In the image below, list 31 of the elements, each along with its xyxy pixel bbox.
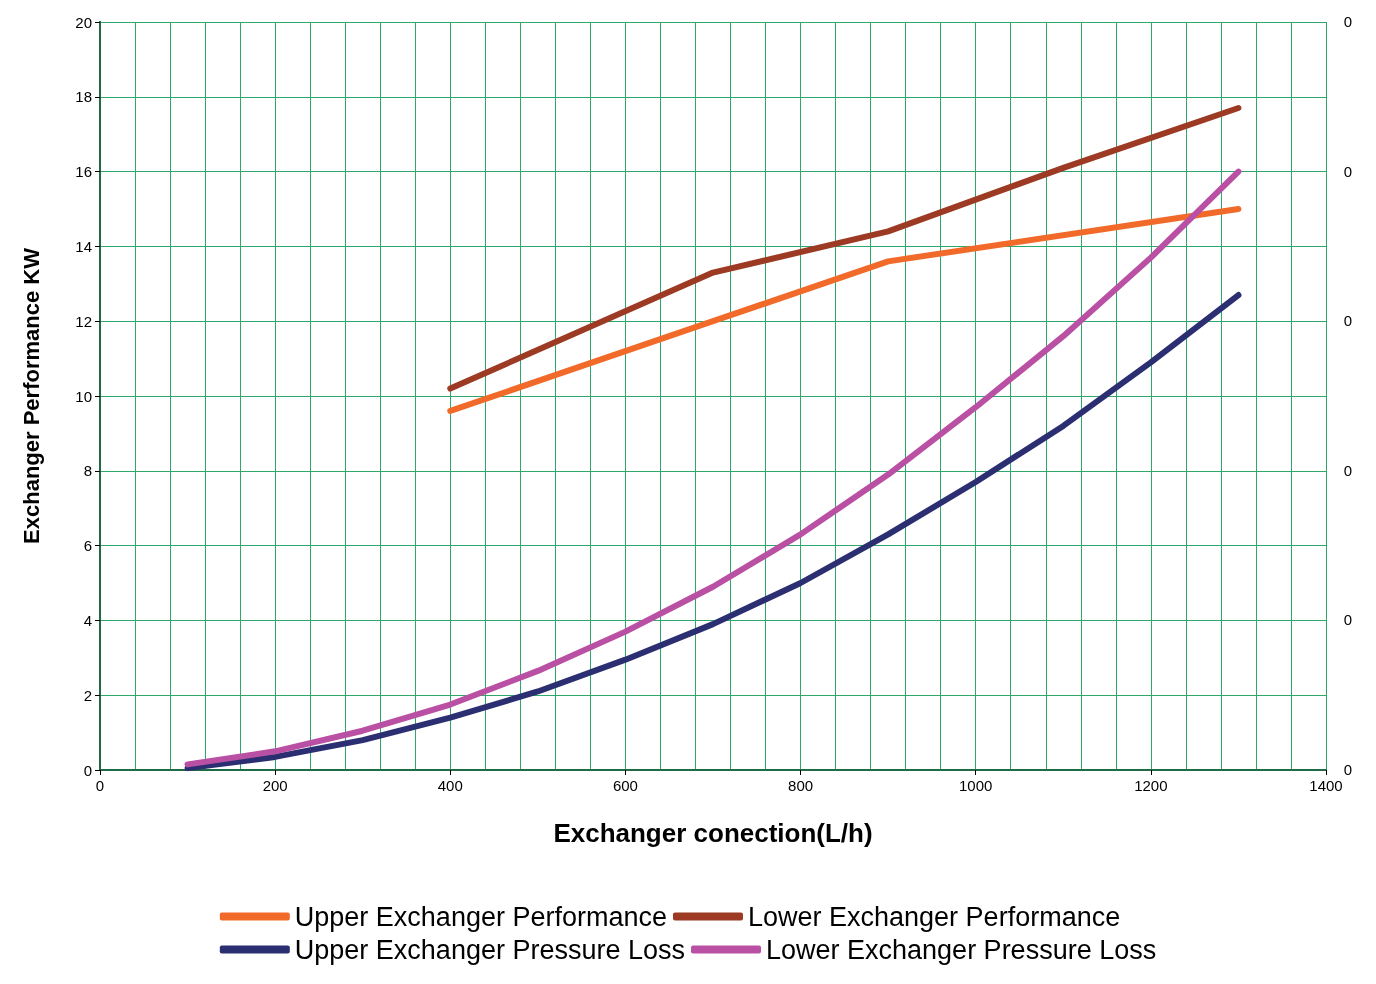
y-axis-title: Exchanger Performance KW	[18, 247, 44, 544]
legend-label: Upper Exchanger Performance	[294, 901, 667, 932]
y-tick-label: 20	[75, 13, 92, 31]
x-tick-label: 400	[437, 777, 463, 794]
text: 0	[1343, 13, 1352, 30]
x-tick-label: 200	[262, 777, 288, 794]
x-tick-label: 1200	[1134, 777, 1168, 794]
text: 0	[1343, 611, 1352, 629]
text: 0	[1343, 162, 1352, 180]
y-tick-label: 4	[83, 611, 92, 629]
y-tick-label: 18	[75, 88, 92, 106]
x-tick-label: 0	[95, 777, 105, 794]
legend-label: Lower Exchanger Performance	[747, 901, 1121, 932]
text: 0	[1343, 761, 1352, 778]
x-tick-label: 800	[788, 777, 814, 794]
y-tick-label: 16	[75, 163, 92, 181]
legend-label: Lower Exchanger Pressure Loss	[766, 934, 1157, 965]
x-tick-label: 1000	[959, 777, 993, 794]
legend-label: Upper Exchanger Pressure Loss	[294, 934, 686, 965]
y-tick-label: 8	[83, 462, 92, 480]
y-tick-label: 14	[75, 237, 92, 255]
y-tick-label: 10	[75, 387, 92, 405]
x-axis-title: Exchanger conection(L/h)	[553, 818, 873, 848]
text: 0	[1343, 312, 1352, 330]
text: 0	[1343, 461, 1352, 479]
y-tick-label: 2	[83, 686, 92, 704]
y-tick-label: 0	[83, 761, 92, 779]
y-tick-label: 6	[83, 537, 92, 555]
x-tick-label: 600	[612, 777, 638, 794]
y-tick-label: 12	[75, 312, 92, 330]
x-tick-label: 1400	[1309, 777, 1343, 794]
